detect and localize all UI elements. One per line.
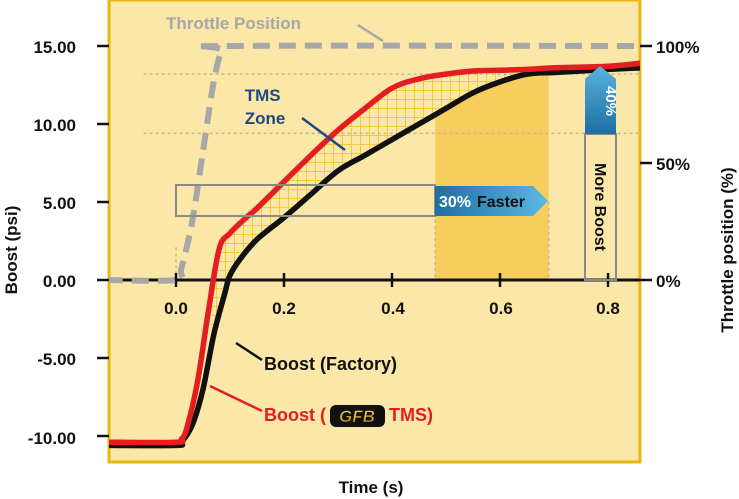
tms-label-suffix: TMS): [389, 405, 433, 425]
y-tick-label: -5.00: [37, 350, 76, 369]
throttle-label: Throttle Position: [166, 14, 301, 33]
tms-zone-leader: [301, 116, 346, 152]
x-tick-label: 0.0: [164, 299, 188, 318]
y-tick-label: 0.00: [43, 272, 76, 291]
factory-label: Boost (Factory): [264, 354, 397, 374]
more-boost-arrow: [585, 66, 616, 134]
faster-arrow: [435, 186, 548, 216]
x-tick-label: 0.4: [381, 299, 405, 318]
y-tick-label: 15.00: [33, 38, 76, 57]
boost-factory-line: [109, 65, 640, 449]
faster-band: [435, 74, 549, 280]
more-boost-words: More Boost: [591, 163, 608, 252]
faster-band-region: [435, 74, 549, 280]
x-tick-label: 0.2: [272, 299, 296, 318]
y2-axis-title: Throttle position (%): [718, 167, 737, 332]
tms-label-leader: [209, 384, 263, 413]
x-axis-title: Time (s): [339, 478, 404, 497]
left-axis-tick-marks: [97, 44, 109, 438]
tms-label: Boost ( GFB TMS): [264, 405, 433, 427]
boost-tms-line: [109, 60, 640, 446]
tms-label-prefix: Boost (: [264, 405, 326, 425]
throttle-label-leader: [357, 23, 384, 43]
faster-word: Faster: [477, 194, 525, 211]
right-axis-tick-labels: 100% 50% 0%: [656, 38, 699, 291]
x-axis-tick-labels: 0.0 0.2 0.4 0.6 0.8: [164, 299, 620, 318]
y-axis-title: Boost (psi): [2, 206, 21, 295]
tms-zone-line-1: TMS: [245, 86, 281, 105]
tms-zone-line-2: Zone: [245, 109, 286, 128]
tms-zone-label: TMS Zone: [245, 86, 286, 128]
faster-percent: 30%: [439, 194, 471, 211]
left-axis-tick-labels: 15.00 10.00 5.00 0.00 -5.00 -10.00: [28, 38, 76, 448]
more-boost-annotation: 40% More Boost: [584, 66, 619, 281]
throttle-position-line: [109, 42, 640, 284]
factory-label-leader: [235, 341, 263, 362]
x-tick-label: 0.6: [489, 299, 513, 318]
right-axis-tick-marks: [640, 44, 652, 282]
y2-tick-label: 0%: [656, 272, 681, 291]
y-tick-label: -10.00: [28, 429, 76, 448]
y2-tick-label: 100%: [656, 38, 699, 57]
more-boost-percent: 40%: [602, 86, 619, 116]
gfb-logo-badge: [330, 405, 385, 427]
y-tick-label: 10.00: [33, 116, 76, 135]
y-tick-label: 5.00: [43, 194, 76, 213]
gfb-logo: GFB: [339, 407, 375, 426]
x-tick-label: 0.8: [596, 299, 620, 318]
y2-tick-label: 50%: [656, 155, 690, 174]
faster-annotation: 30% Faster: [175, 184, 548, 217]
